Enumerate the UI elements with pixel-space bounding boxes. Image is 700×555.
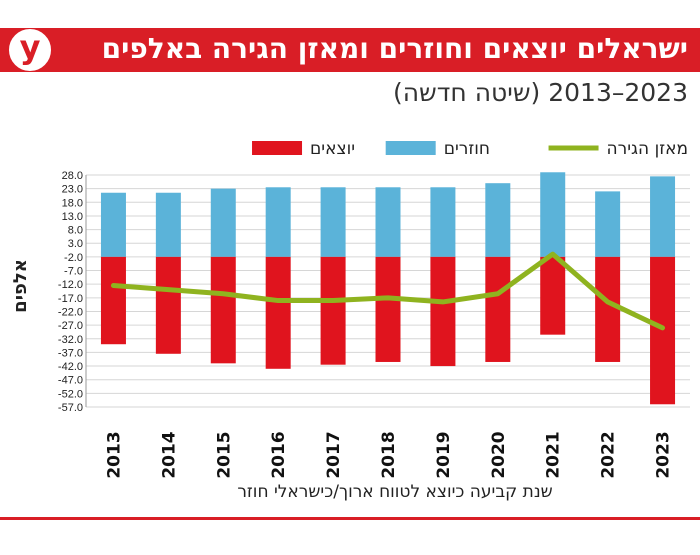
- y-tick-label: 3.0: [68, 238, 83, 250]
- x-tick-label: 2023: [654, 431, 674, 478]
- emigrants-bar: [265, 256, 291, 369]
- emigrants-bar: [210, 256, 236, 364]
- y-tick-label: -52.0: [58, 388, 83, 400]
- y-tick-label: -32.0: [58, 334, 83, 346]
- x-tick-label: 2014: [159, 431, 179, 478]
- balance-point: [167, 289, 169, 291]
- balance-point: [332, 300, 334, 302]
- balance-point: [497, 293, 499, 295]
- y-tick-label: -12.0: [58, 279, 83, 291]
- balance-point: [112, 285, 114, 287]
- x-tick-label: 2013: [104, 431, 124, 478]
- y-tick-label: 8.0: [68, 225, 83, 237]
- x-tick-label: 2015: [214, 431, 234, 478]
- y-ticks: 28.0 23.018.0 13.0 8.03.0 -2.0 -7.0-12.0 -17.0…: [58, 170, 83, 414]
- legend: יוצאים חוזרים מאזן הגירה: [252, 139, 688, 159]
- emigrants-bar: [320, 256, 346, 365]
- returnees-bar: [375, 187, 401, 257]
- y-tick-label: 18.0: [62, 197, 83, 209]
- bottom-rule: [0, 517, 700, 520]
- y-tick-label: -57.0: [58, 402, 83, 414]
- y-tick-label: -47.0: [58, 375, 83, 387]
- y-tick-label: -22.0: [58, 306, 83, 318]
- chart-subtitle: 2023–2013 (שיטה חדשה): [392, 78, 688, 107]
- returnees-bar: [155, 192, 181, 257]
- x-axis-label: שנת קביעה כיוצא לטווח ארוך/כישראלי חוזר: [237, 482, 552, 502]
- balance-point: [222, 293, 224, 295]
- legend-swatch: [252, 141, 303, 155]
- emigrants-bar: [650, 256, 676, 405]
- y-tick-label: -42.0: [58, 361, 83, 373]
- y-tick-label: -37.0: [58, 347, 83, 359]
- legend-label: מאזן הגירה: [607, 139, 688, 159]
- balance-point: [442, 301, 444, 303]
- returnees-bar: [485, 183, 511, 257]
- emigrants-bar: [155, 256, 181, 354]
- x-ticks: 2013 2014 2015 2016 2017 2018 2019 2020 2021 2022…: [104, 431, 673, 478]
- returnees-bar: [320, 187, 346, 257]
- y-tick-label: 13.0: [62, 211, 83, 223]
- y-tick-label: 28.0: [62, 170, 83, 182]
- x-tick-label: 2017: [324, 431, 344, 478]
- title-bar: y ישראלים יוצאים וחוזרים ומאזן הגירה באל…: [0, 28, 700, 72]
- y-tick-label: -2.0: [64, 252, 83, 264]
- returnees-bar: [265, 187, 291, 257]
- emigrants-bar: [485, 256, 511, 362]
- balance-point: [277, 300, 279, 302]
- x-tick-label: 2018: [379, 431, 399, 478]
- x-tick-label: 2022: [599, 431, 619, 478]
- legend-label: יוצאים: [310, 139, 355, 159]
- x-tick-label: 2019: [434, 431, 454, 478]
- returnees-bar: [210, 188, 236, 257]
- x-tick-label: 2021: [544, 431, 564, 478]
- x-tick-label: 2020: [489, 431, 509, 478]
- y-tick-label: -27.0: [58, 320, 83, 332]
- returnees-bar: [650, 176, 676, 257]
- y-tick-label: -7.0: [64, 266, 83, 278]
- returnees-bar: [100, 192, 126, 257]
- returnees-bar: [540, 172, 566, 257]
- logo-letter: y: [19, 28, 41, 66]
- balance-point: [552, 253, 554, 255]
- brand-logo: y: [8, 28, 52, 72]
- balance-point: [607, 301, 609, 303]
- bars: [100, 172, 676, 405]
- emigrants-bar: [540, 256, 566, 335]
- legend-label: חוזרים: [444, 139, 490, 159]
- balance-point: [387, 297, 389, 299]
- chart-title: ישראלים יוצאים וחוזרים ומאזן הגירה באלפי…: [101, 32, 688, 65]
- y-tick-label: 23.0: [62, 184, 83, 196]
- returnees-bar: [595, 191, 621, 257]
- emigrants-bar: [595, 256, 621, 362]
- balance-point: [662, 327, 664, 329]
- returnees-bar: [430, 187, 456, 257]
- emigrants-bar: [375, 256, 401, 362]
- y-axis-label: אלפים: [10, 259, 31, 313]
- emigrants-bar: [100, 256, 126, 345]
- balance-line: [110, 251, 666, 331]
- legend-swatch: [385, 141, 436, 155]
- y-tick-label: -17.0: [58, 293, 83, 305]
- x-tick-label: 2016: [269, 431, 289, 478]
- emigrants-bar: [430, 256, 456, 367]
